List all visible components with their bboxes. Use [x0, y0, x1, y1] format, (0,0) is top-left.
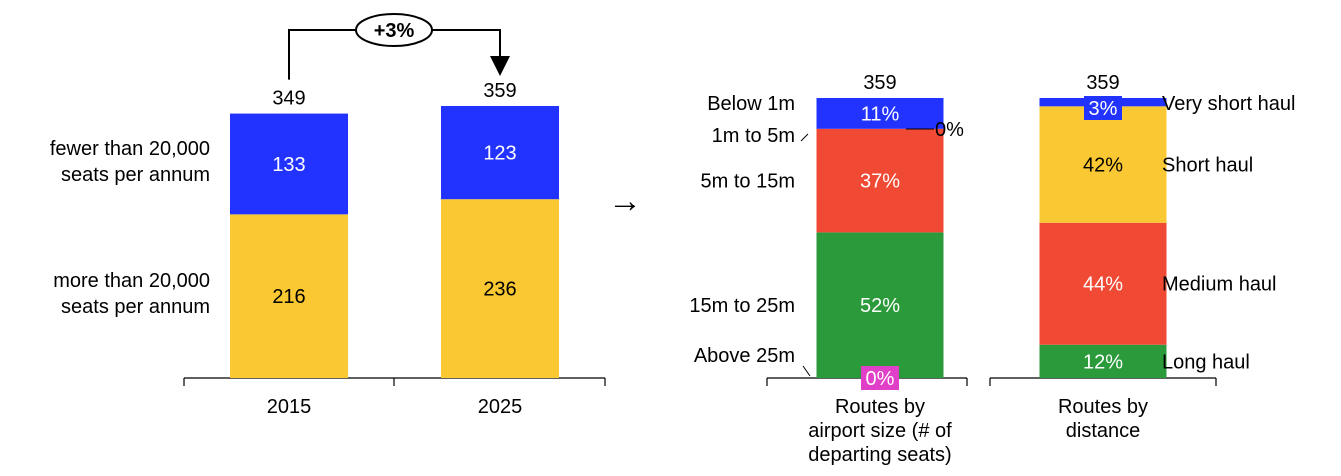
x-tick-label: airport size (# of	[808, 420, 952, 442]
series-label: more than 20,000	[53, 270, 210, 292]
bar-segment-more-than-20-000-seats-per-annum-2015	[230, 214, 348, 378]
change-badge	[355, 13, 433, 47]
bar-segment-short-haul	[1039, 106, 1167, 223]
x-tick-label: 2025	[478, 396, 523, 418]
x-tick-label: Routes by	[835, 396, 925, 418]
total-label: 359	[483, 80, 516, 102]
x-tick-label: Routes by	[1058, 396, 1148, 418]
category-label: 1m to 5m	[712, 125, 795, 147]
category-label: Above 25m	[694, 345, 795, 367]
leader-line	[802, 365, 811, 377]
data-label: 44%	[1083, 274, 1123, 296]
left-stacked-bar-chart: 216 133 349 2015 236 123 359 2025 more than 20,0…	[50, 13, 606, 418]
total-label: 349	[272, 88, 305, 110]
bar-segment-long-haul	[1039, 344, 1167, 378]
data-label: 236	[483, 279, 516, 301]
leader-line	[800, 133, 809, 142]
bar-segment-more-than-20-000-seats-per-annum-2025	[441, 199, 559, 378]
category-label: Below 1m	[707, 93, 795, 115]
bar-segment-medium-haul	[1039, 222, 1167, 345]
data-label: 0%	[935, 119, 964, 141]
change-label: +3%	[374, 20, 415, 42]
data-label: 0%	[866, 368, 895, 390]
data-label-badge	[861, 366, 899, 390]
data-label: 133	[272, 154, 305, 176]
data-label: 216	[272, 286, 305, 308]
data-label: 12%	[1083, 351, 1123, 373]
category-label: Long haul	[1162, 351, 1250, 373]
series-label: seats per annum	[61, 296, 210, 318]
x-tick-label: 2015	[267, 396, 312, 418]
x-tick-label: departing seats)	[808, 444, 951, 466]
data-label: 3%	[1089, 98, 1118, 120]
data-label: 123	[483, 143, 516, 165]
category-label: Very short haul	[1162, 93, 1295, 115]
category-label: Short haul	[1162, 155, 1253, 177]
series-label: fewer than 20,000	[50, 138, 210, 160]
total-label: 359	[863, 72, 896, 94]
category-label: Medium haul	[1162, 274, 1277, 296]
data-label-badge	[1084, 96, 1122, 120]
bar-segment-fewer-than-20-000-seats-per-annum-2015	[230, 113, 348, 215]
category-label: 5m to 15m	[701, 171, 795, 193]
bar-segment-below-1m	[816, 98, 944, 129]
data-label: 37%	[860, 171, 900, 193]
bar-segment-fewer-than-20-000-seats-per-annum-2025	[441, 106, 559, 200]
x-tick-label: distance	[1066, 420, 1141, 442]
data-label: 42%	[1083, 155, 1123, 177]
data-label: 11%	[861, 103, 900, 125]
bar-segment-5m-to-15m	[816, 128, 944, 233]
category-label: 15m to 25m	[689, 295, 795, 317]
transition-arrow-icon: →	[608, 182, 642, 220]
bar-segment-15m-to-25m	[816, 232, 944, 378]
total-label: 359	[1086, 72, 1119, 94]
data-label: 52%	[860, 295, 900, 317]
series-label: seats per annum	[61, 164, 210, 186]
